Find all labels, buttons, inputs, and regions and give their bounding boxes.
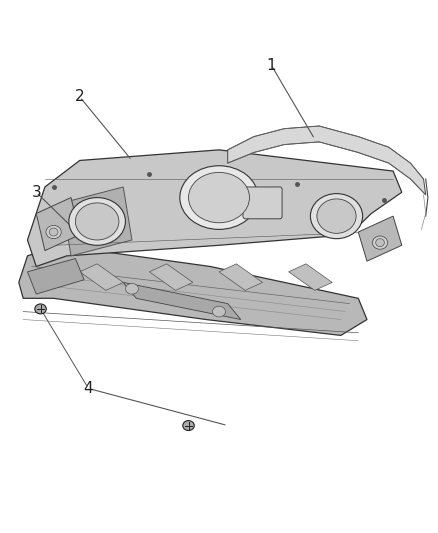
Polygon shape [28, 259, 84, 294]
Text: 1: 1 [266, 58, 276, 72]
Ellipse shape [180, 166, 258, 229]
Polygon shape [358, 216, 402, 261]
Polygon shape [149, 264, 193, 290]
Polygon shape [123, 282, 241, 319]
Text: 3: 3 [32, 185, 41, 200]
Polygon shape [228, 126, 426, 195]
FancyBboxPatch shape [243, 187, 282, 219]
Ellipse shape [317, 199, 356, 233]
Polygon shape [80, 264, 123, 290]
Text: 2: 2 [75, 90, 85, 104]
Polygon shape [219, 264, 262, 290]
Ellipse shape [188, 172, 250, 223]
Ellipse shape [49, 228, 58, 236]
Ellipse shape [75, 203, 119, 240]
Polygon shape [36, 198, 80, 251]
Ellipse shape [35, 304, 46, 314]
Ellipse shape [376, 239, 385, 247]
Ellipse shape [69, 198, 125, 245]
Polygon shape [62, 187, 132, 256]
Polygon shape [289, 264, 332, 290]
Text: 4: 4 [84, 381, 93, 396]
Ellipse shape [372, 236, 388, 249]
Polygon shape [19, 245, 367, 335]
Ellipse shape [183, 421, 194, 431]
Ellipse shape [125, 284, 138, 294]
Ellipse shape [212, 306, 226, 317]
Ellipse shape [311, 193, 363, 239]
Ellipse shape [46, 225, 61, 239]
Polygon shape [28, 150, 402, 266]
